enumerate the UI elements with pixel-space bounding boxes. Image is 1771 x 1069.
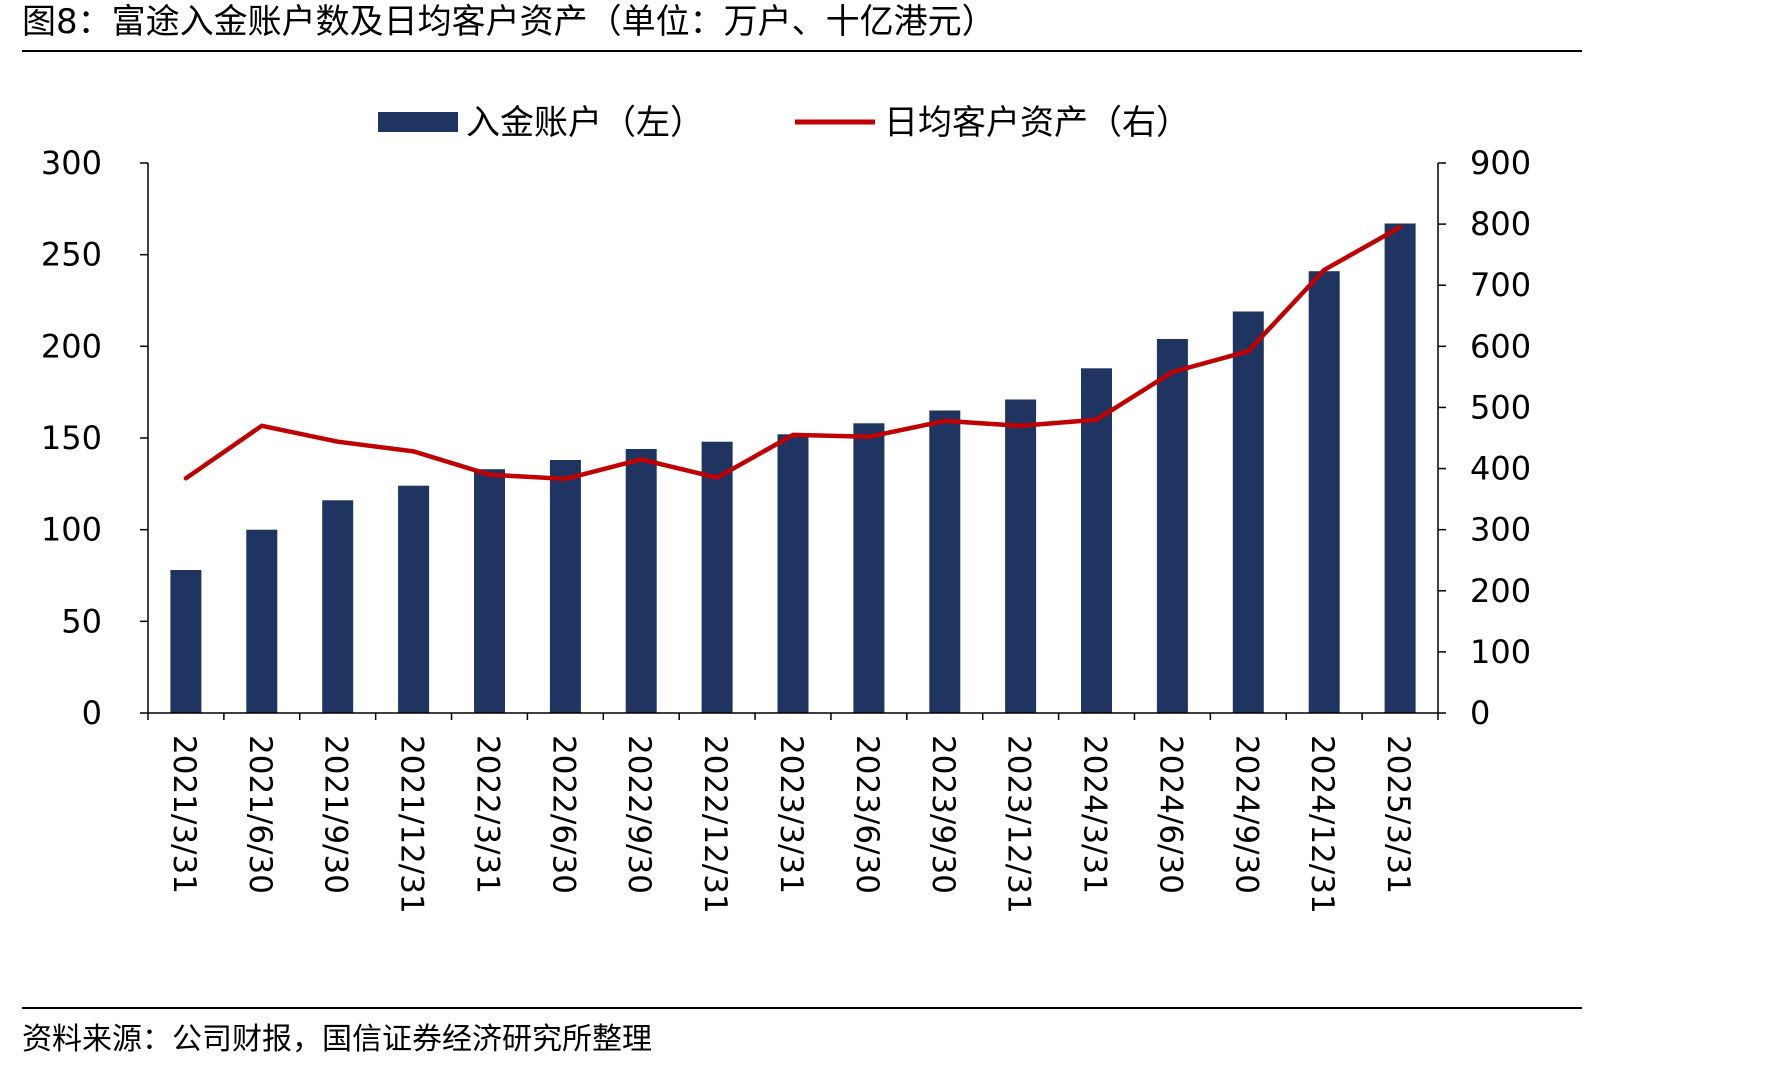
x-tick-label: 2022/12/31 — [697, 735, 733, 914]
line-series — [183, 224, 1403, 482]
x-tick-label: 2024/3/31 — [1077, 735, 1113, 894]
legend-line-label: 日均客户资产（右） — [884, 103, 1190, 143]
bar-2022/6/30 — [549, 460, 581, 713]
bar-2023/6/30 — [853, 423, 885, 713]
bar-2023/3/31 — [777, 434, 809, 713]
source-rule — [22, 1007, 1582, 1009]
x-tick-label: 2021/6/30 — [242, 735, 278, 894]
right-tick-label: 0 — [1470, 694, 1490, 732]
left-tick-label: 150 — [41, 419, 102, 457]
bar-2021/3/31 — [170, 570, 202, 713]
x-tick-label: 2024/12/31 — [1304, 735, 1340, 914]
x-tick-label: 2024/9/30 — [1228, 735, 1264, 894]
x-tick-label: 2021/9/30 — [318, 735, 354, 894]
right-tick-label: 400 — [1470, 450, 1531, 488]
bar-2022/12/31 — [701, 441, 733, 713]
x-tick-label: 2025/3/31 — [1380, 735, 1416, 894]
legend-bar-swatch — [378, 112, 458, 132]
left-tick-label: 100 — [41, 511, 102, 549]
bar-2021/6/30 — [246, 529, 278, 713]
right-tick-label: 100 — [1470, 633, 1531, 671]
left-tick-label: 200 — [41, 327, 102, 365]
bar-2024/3/31 — [1081, 368, 1112, 713]
bar-series — [170, 223, 1416, 713]
x-tick-label: 2022/3/31 — [470, 735, 506, 894]
left-tick-label: 250 — [41, 236, 102, 274]
bar-2024/9/30 — [1232, 311, 1264, 713]
x-tick-label: 2023/6/30 — [849, 735, 885, 894]
right-tick-label: 900 — [1470, 144, 1531, 182]
bar-2024/12/31 — [1308, 271, 1340, 713]
bar-2025/3/31 — [1384, 223, 1416, 713]
x-tick-label: 2022/9/30 — [621, 735, 657, 894]
bar-2022/9/30 — [625, 449, 657, 713]
right-tick-label: 500 — [1470, 388, 1531, 426]
bar-2024/6/30 — [1156, 339, 1188, 713]
x-tick-label: 2023/9/30 — [925, 735, 961, 894]
legend-bar-label: 入金账户（左） — [466, 103, 704, 143]
x-tick-label: 2021/3/31 — [166, 735, 202, 894]
left-tick-label: 0 — [82, 694, 102, 732]
figure-source: 资料来源：公司财报，国信证券经济研究所整理 — [22, 1022, 652, 1057]
x-tick-label: 2024/6/30 — [1152, 735, 1188, 894]
right-tick-label: 800 — [1470, 205, 1531, 243]
bar-2023/12/31 — [1005, 399, 1037, 713]
x-tick-label: 2022/6/30 — [545, 735, 581, 894]
left-tick-label: 300 — [41, 144, 102, 182]
x-tick-label: 2023/3/31 — [773, 735, 809, 894]
legend: 入金账户（左） 日均客户资产（右） — [378, 103, 1190, 143]
x-tick-label: 2023/12/31 — [1001, 735, 1037, 914]
x-tick-label: 2021/12/31 — [394, 735, 430, 914]
right-tick-label: 700 — [1470, 266, 1531, 304]
bar-2021/12/31 — [398, 485, 430, 713]
bar-2021/9/30 — [322, 500, 354, 713]
right-tick-label: 300 — [1470, 511, 1531, 549]
left-tick-label: 50 — [61, 602, 102, 640]
bar-2023/9/30 — [929, 410, 961, 713]
right-tick-label: 600 — [1470, 327, 1531, 365]
title-rule — [22, 50, 1582, 52]
bar-2022/3/31 — [474, 469, 505, 713]
figure-title: 图8：富途入金账户数及日均客户资产（单位：万户、十亿港元） — [22, 2, 996, 42]
axes: 0 50 100 150 200 250 300 0 100 200 300 400 500 600 700… — [41, 144, 1531, 914]
right-tick-label: 200 — [1470, 572, 1531, 610]
